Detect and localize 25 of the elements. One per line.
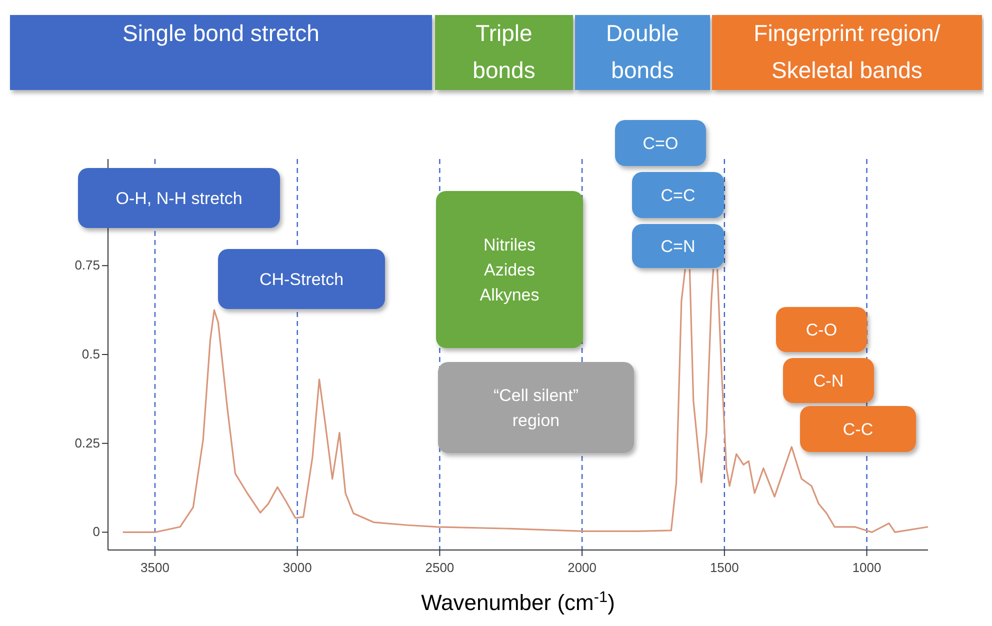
- x-axis-title: Wavenumber (cm$^{-1}$): [421, 588, 615, 615]
- annotation: O-H, N-H stretch: [116, 189, 242, 208]
- text: Triple bonds: [472, 20, 536, 83]
- text: C=O: [642, 134, 678, 153]
- annotation: C=N: [660, 237, 696, 256]
- annotation: C-C: [842, 420, 874, 439]
- x-tick-label: 2500: [425, 560, 454, 575]
- x-tick-label: 2000: [568, 560, 597, 575]
- annotation: C=C: [660, 186, 696, 205]
- text: Single bond stretch: [122, 20, 320, 46]
- text: Fingerprint region/ Skeletal bands: [754, 20, 941, 83]
- x-tick-label: 1000: [852, 560, 882, 575]
- x-tick-label: 3500: [140, 560, 170, 575]
- annotation: CH-Stretch: [259, 270, 344, 289]
- y-tick-label: 0.25: [74, 435, 100, 450]
- annotation: C-N: [813, 372, 844, 390]
- y-tick-label: 0.75: [74, 258, 100, 273]
- x-tick-label: 3000: [282, 560, 312, 575]
- y-tick-label: 0: [92, 524, 100, 540]
- y-tick-label: 0.5: [82, 346, 100, 362]
- x-tick-label: 1500: [710, 560, 739, 575]
- annotation: Nitriles Azides Alkynes: [480, 236, 540, 304]
- annotation: “Cell silent” region: [493, 386, 579, 430]
- annotation: C-O: [806, 320, 838, 340]
- text: Double bonds: [606, 20, 679, 83]
